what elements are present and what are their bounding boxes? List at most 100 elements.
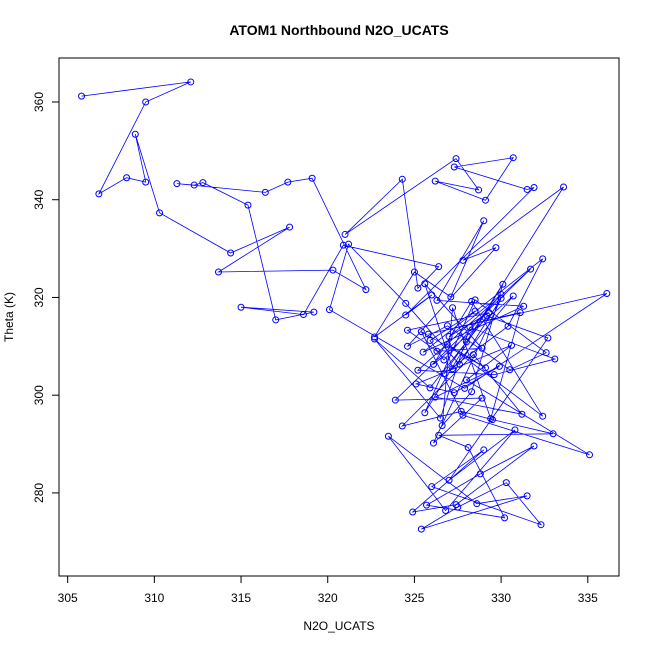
data-point	[428, 291, 436, 299]
data-point	[449, 304, 457, 312]
y-tick-label: 300	[32, 385, 46, 405]
data-point	[341, 230, 349, 238]
data-point	[426, 336, 434, 344]
data-point	[362, 286, 370, 294]
data-point	[476, 470, 484, 478]
data-point	[199, 179, 207, 187]
data-point	[403, 326, 411, 334]
data-point	[414, 284, 422, 292]
x-tick-label: 335	[578, 591, 598, 605]
x-tick-label: 320	[318, 591, 338, 605]
data-point	[443, 340, 451, 348]
data-point	[417, 328, 425, 336]
data-point	[549, 430, 557, 438]
data-point	[428, 483, 436, 491]
data-point	[504, 322, 512, 330]
data-point	[78, 92, 86, 100]
data-point	[421, 280, 429, 288]
data-point	[497, 294, 505, 302]
data-point	[438, 421, 446, 429]
data-point	[539, 255, 547, 263]
data-point	[551, 355, 559, 363]
data-point	[506, 366, 514, 374]
data-point	[450, 389, 458, 397]
data-point	[459, 411, 467, 419]
data-point	[443, 322, 451, 330]
data-point	[325, 306, 333, 314]
data-point	[537, 521, 545, 529]
data-point	[417, 525, 425, 533]
data-point	[471, 296, 479, 304]
x-tick-label: 305	[58, 591, 78, 605]
data-point	[429, 439, 437, 447]
data-point	[509, 292, 517, 300]
data-point	[523, 185, 531, 193]
data-point	[480, 217, 488, 225]
y-axis-label: Theta (K)	[2, 292, 16, 342]
data-point	[499, 280, 507, 288]
data-point	[495, 362, 503, 370]
data-point	[398, 175, 406, 183]
y-axis: 280 300 320 340 360	[32, 92, 60, 503]
data-point	[511, 426, 519, 434]
data-point	[462, 376, 470, 384]
data-point	[520, 302, 528, 310]
data-point	[215, 268, 223, 276]
data-point	[459, 256, 467, 264]
data-point	[530, 184, 538, 191]
data-point	[419, 348, 427, 356]
data-point	[414, 366, 422, 374]
data-point	[339, 241, 347, 249]
data-point	[440, 370, 448, 378]
data-point	[544, 334, 552, 342]
data-point	[452, 501, 460, 509]
data-point	[450, 163, 458, 171]
chart-title: ATOM1 Northbound N2O_UCATS	[229, 22, 448, 38]
data-point	[469, 351, 477, 359]
y-tick-label: 360	[32, 92, 46, 112]
data-point	[445, 476, 453, 484]
plot-frame	[58, 57, 620, 577]
data-point	[131, 130, 139, 138]
data-point	[284, 178, 292, 186]
data-point	[244, 201, 252, 209]
data-point	[286, 223, 294, 231]
data-point	[478, 394, 486, 402]
data-point	[449, 365, 457, 373]
x-tick-label: 325	[404, 591, 424, 605]
data-point	[473, 500, 481, 508]
data-point	[466, 323, 474, 331]
data-point	[527, 265, 535, 273]
data-point	[308, 174, 316, 182]
data-point	[329, 266, 337, 274]
data-point	[431, 177, 439, 185]
data-point	[586, 451, 594, 459]
data-point	[490, 371, 498, 379]
data-point	[403, 342, 411, 350]
data-point	[462, 338, 470, 346]
data-point	[142, 178, 150, 186]
data-point	[310, 308, 318, 316]
data-point	[482, 196, 490, 204]
data-point	[237, 303, 245, 311]
data-point	[455, 360, 463, 368]
data-point	[173, 180, 181, 188]
data-point	[435, 431, 443, 439]
data-point	[501, 514, 509, 522]
data-point	[560, 183, 568, 191]
data-point	[516, 309, 524, 317]
data-point	[123, 174, 131, 182]
data-point	[464, 443, 472, 451]
data-point	[410, 268, 418, 276]
y-tick-label: 340	[32, 189, 46, 209]
data-point	[440, 356, 448, 364]
x-axis-label: N2O_UCATS	[303, 619, 374, 633]
data-point	[142, 98, 150, 106]
data-point	[475, 186, 483, 194]
data-point	[468, 297, 476, 305]
data-point	[457, 407, 465, 415]
data-point	[402, 311, 410, 319]
data-point	[488, 416, 496, 424]
data-point	[492, 244, 500, 252]
